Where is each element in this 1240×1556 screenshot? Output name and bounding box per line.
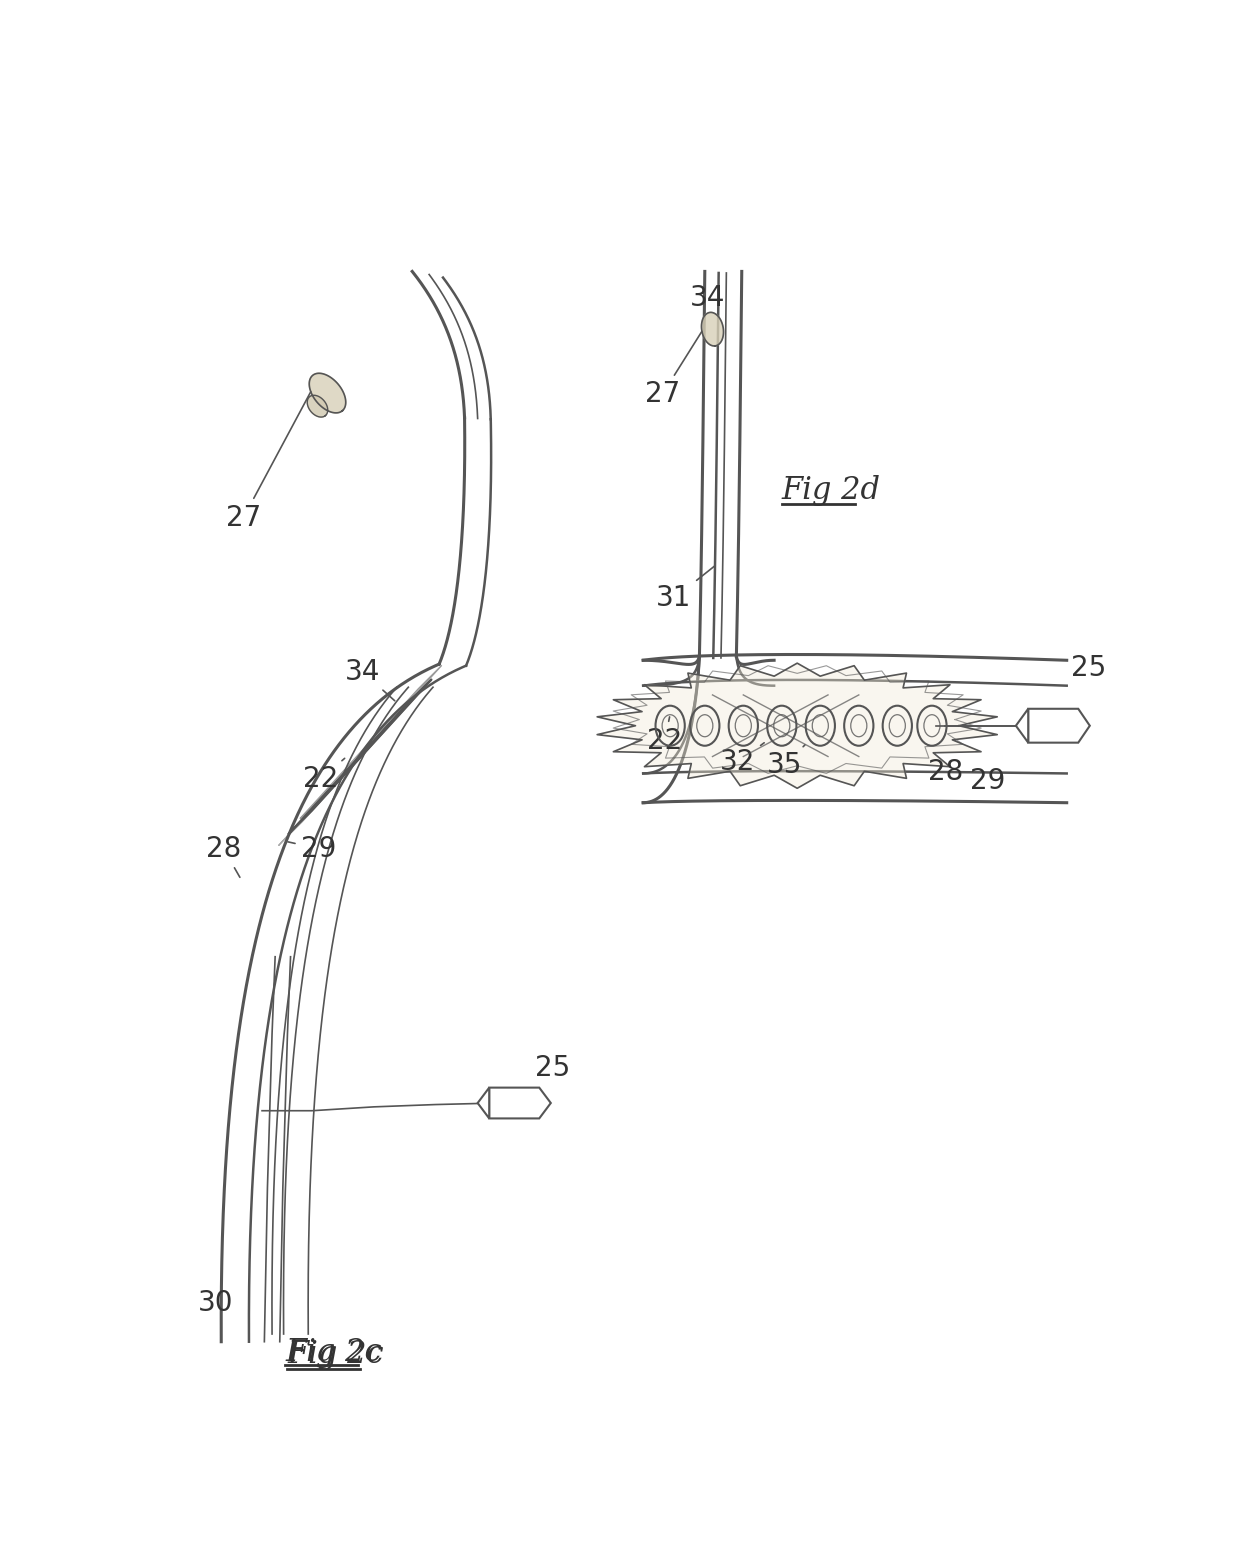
Text: 25: 25: [1070, 654, 1106, 682]
Polygon shape: [1028, 710, 1090, 742]
Text: 22: 22: [303, 758, 345, 794]
Text: 28: 28: [928, 758, 963, 786]
Text: 25: 25: [536, 1053, 570, 1081]
Text: 22: 22: [647, 717, 682, 755]
Polygon shape: [1016, 710, 1028, 742]
Polygon shape: [477, 1088, 490, 1119]
Polygon shape: [598, 663, 997, 789]
Text: Fig 2c: Fig 2c: [288, 1340, 384, 1371]
Text: 34: 34: [689, 285, 724, 313]
Text: 27: 27: [226, 392, 311, 532]
Polygon shape: [289, 680, 432, 834]
Polygon shape: [490, 1088, 551, 1119]
Text: 27: 27: [645, 331, 702, 408]
Text: 32: 32: [720, 742, 764, 776]
Text: 35: 35: [766, 745, 805, 780]
Polygon shape: [309, 373, 346, 412]
Polygon shape: [702, 313, 723, 345]
Text: 30: 30: [198, 1288, 233, 1316]
Text: 29: 29: [971, 767, 1006, 795]
Text: 34: 34: [345, 658, 394, 700]
Polygon shape: [308, 395, 327, 417]
Text: Fig 2d: Fig 2d: [781, 475, 880, 506]
Text: 29: 29: [288, 834, 336, 862]
Text: Fig 2c: Fig 2c: [285, 1337, 382, 1368]
Text: 28: 28: [206, 834, 241, 878]
Text: 31: 31: [656, 566, 715, 613]
